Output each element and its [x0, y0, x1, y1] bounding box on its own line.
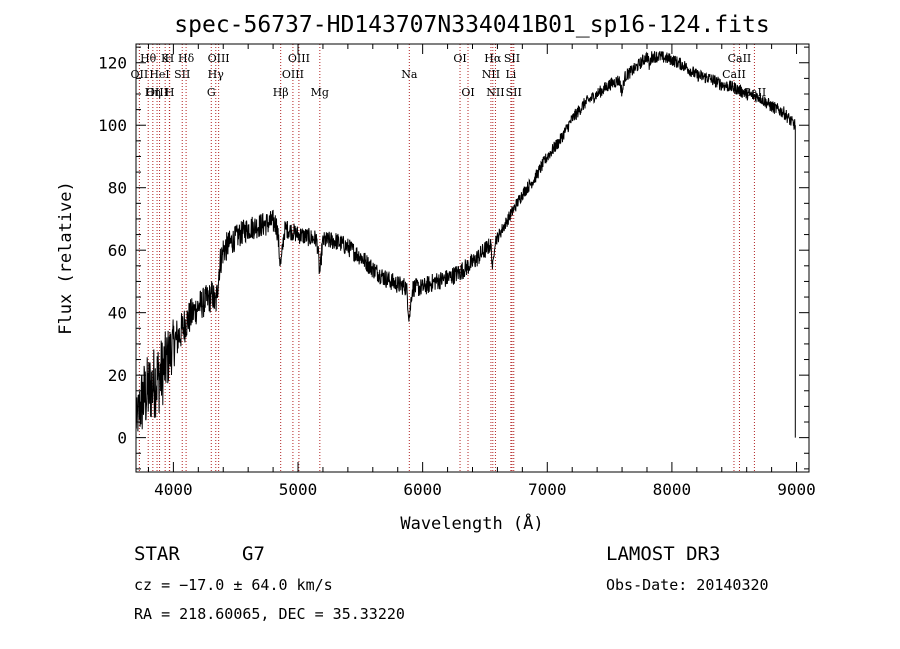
spectral-line-label: Mg	[311, 86, 329, 99]
spectrum-line	[135, 51, 796, 438]
x-tick-label: 5000	[279, 480, 318, 499]
spectral-line-label: SII	[504, 52, 520, 65]
spectral-line-markers	[138, 44, 755, 472]
y-tick-label: 80	[108, 179, 127, 198]
x-tick-label: 6000	[403, 480, 442, 499]
y-tick-label: 0	[117, 429, 127, 448]
x-tick-label: 4000	[154, 480, 193, 499]
spectral-line-label: OIII	[208, 52, 230, 65]
spectral-line-label: SII	[174, 68, 190, 81]
spectral-line-label: NII	[486, 86, 504, 99]
spectral-line-label: Hη	[145, 86, 161, 99]
x-axis-label: Wavelength (Å)	[400, 512, 543, 534]
spectral-line-label: K	[161, 52, 170, 65]
spectral-line-label: Li	[505, 68, 516, 81]
y-tick-label: 100	[98, 116, 127, 135]
spectral-line-label: NII	[482, 68, 500, 81]
survey-name: LAMOST DR3	[606, 543, 720, 565]
spectral-line-label: CaII	[728, 52, 752, 65]
spectral-line-label: OI	[453, 52, 466, 65]
spectral-line-label: Hδ	[178, 52, 195, 65]
object-subclass: G7	[242, 543, 265, 565]
chart-title: spec-56737-HD143707N334041B01_sp16-124.f…	[174, 12, 769, 38]
spectral-line-label: HeI	[149, 68, 169, 81]
spectral-line-label: OI	[461, 86, 474, 99]
spectral-line-label: OIII	[282, 68, 304, 81]
obs-date: Obs-Date: 20140320	[606, 576, 769, 594]
spectral-line-label: OIII	[146, 86, 168, 99]
y-axis-ticks: 0 20 40 60 80 100 120	[98, 46, 809, 470]
spectral-line-label: OII	[131, 68, 149, 81]
spectral-line-label: Hβ	[273, 86, 289, 99]
y-tick-label: 40	[108, 304, 127, 323]
x-axis-ticks: 4000 5000 6000 7000 8000 9000	[147, 44, 816, 499]
spectral-line-label: Na	[401, 68, 418, 81]
x-tick-label: 7000	[528, 480, 567, 499]
spectral-line-label: H	[165, 52, 175, 65]
spectral-line-label: Hα	[484, 52, 502, 65]
coordinates: RA = 218.60065, DEC = 35.33220	[134, 605, 405, 623]
y-tick-label: 20	[108, 366, 127, 385]
y-tick-label: 60	[108, 241, 127, 260]
x-tick-label: 8000	[653, 480, 692, 499]
x-tick-label: 9000	[777, 480, 816, 499]
spectral-line-label: OIII	[288, 52, 310, 65]
spectral-line-label: Hθ	[140, 52, 157, 65]
spectral-line-label: Hγ	[208, 68, 225, 81]
y-axis-label: Flux (relative)	[56, 181, 76, 335]
spectral-line-label: SII	[506, 86, 522, 99]
spectral-line-label: G	[207, 86, 216, 99]
y-tick-label: 120	[98, 54, 127, 73]
spectral-line-label: CaII	[722, 68, 746, 81]
spectral-line-label: H	[165, 86, 175, 99]
redshift-value: cz = −17.0 ± 64.0 km/s	[134, 576, 333, 594]
object-type: STAR	[134, 543, 180, 565]
